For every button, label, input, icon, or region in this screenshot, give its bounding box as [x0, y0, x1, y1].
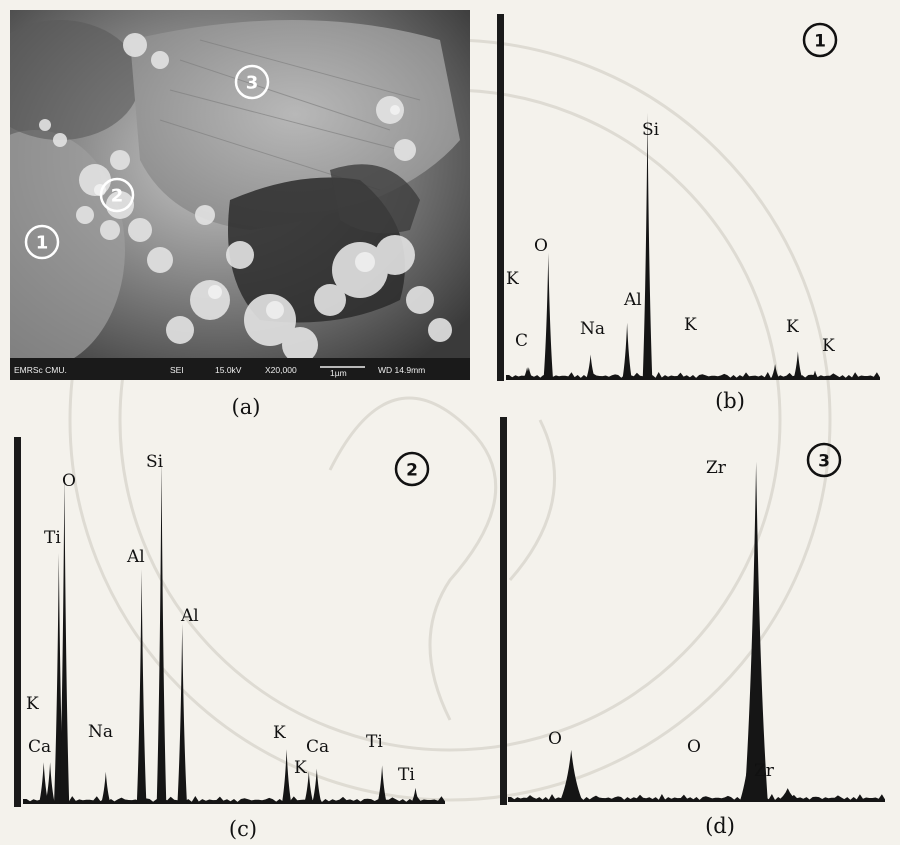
- spectrum-peak-al: [622, 322, 632, 380]
- svg-text:3: 3: [818, 452, 830, 472]
- spectrum-d-trace: [508, 461, 885, 802]
- caption-d: (d): [705, 814, 735, 838]
- peak-label-al: Al: [623, 290, 642, 310]
- sem-marker-1: 1: [24, 224, 60, 260]
- sem-magnification: X20,000: [265, 365, 297, 375]
- spectrum-peak-al: [136, 569, 147, 804]
- peak-label-k: K: [822, 336, 835, 356]
- peak-label-ti: Ti: [366, 732, 383, 752]
- spectrum-c-axis: [14, 437, 21, 807]
- spectrum-c-trace: [23, 459, 445, 804]
- spectrum-peak-si: [156, 459, 167, 804]
- sem-image-panel: EMRSc CMU. SEI 15.0kV X20,000 1µm WD 14.…: [10, 10, 470, 419]
- peak-label-si: Si: [146, 452, 164, 472]
- spectrum-baseline: [23, 796, 445, 804]
- spectrum-d-labels: O O Zr Zr: [548, 458, 775, 781]
- spectrum-b-trace: [506, 112, 880, 380]
- svg-text:1: 1: [36, 233, 49, 254]
- peak-label-k: K: [294, 758, 307, 778]
- sem-marker-2: 2: [99, 177, 135, 213]
- spectrum-peak-al: [177, 623, 187, 804]
- spectrum-peak-na: [101, 771, 111, 804]
- peak-label-k: K: [506, 269, 519, 289]
- spectrum-peak-ca: [312, 768, 322, 804]
- svg-text:3: 3: [246, 73, 259, 94]
- spectrum-peak-zr: [776, 788, 800, 802]
- spectrum-peak-k: [281, 749, 292, 804]
- spectrum-panel-b: K C O Na Al Si K K K 1 (b): [497, 14, 880, 413]
- peak-label-zr: Zr: [706, 458, 727, 478]
- caption-b: (b): [715, 389, 745, 413]
- svg-text:2: 2: [111, 186, 124, 207]
- spectrum-peak-k: [770, 364, 780, 380]
- caption-a: (a): [232, 395, 261, 419]
- spectrum-b-labels: K C O Na Al Si K K K: [506, 120, 835, 356]
- sem-mode: SEI: [170, 365, 184, 375]
- spectrum-peak-na: [585, 354, 596, 380]
- spectrum-b-axis: [497, 14, 504, 381]
- spectrum-peak-ti: [377, 765, 387, 804]
- sem-working-distance: WD 14.9mm: [378, 365, 425, 375]
- spectrum-peak-k: [38, 762, 49, 804]
- peak-label-o: O: [687, 737, 701, 757]
- peak-label-o: O: [62, 471, 76, 491]
- spectrum-peak-k: [522, 367, 532, 380]
- sem-voltage: 15.0kV: [215, 365, 242, 375]
- spectrum-b-marker: 1: [802, 22, 838, 58]
- peak-label-ca: Ca: [28, 737, 51, 757]
- spectrum-peak-k: [793, 351, 803, 380]
- spectrum-peak-o: [559, 749, 583, 802]
- peak-label-al: Al: [126, 547, 145, 567]
- spectrum-peak-o: [59, 475, 70, 804]
- sem-operator: EMRSc CMU.: [14, 365, 67, 375]
- peak-label-na: Na: [88, 722, 113, 742]
- spectrum-peak-si: [642, 112, 653, 380]
- svg-text:2: 2: [406, 461, 418, 481]
- peak-label-na: Na: [580, 319, 605, 339]
- spectrum-panel-d: O O Zr Zr 3 (d): [500, 417, 885, 838]
- peak-label-si: Si: [642, 120, 660, 140]
- spectrum-peak-k: [304, 771, 314, 804]
- sem-marker-3: 3: [234, 64, 270, 100]
- spectrum-peak-k: [810, 370, 820, 380]
- peak-label-ca: Ca: [306, 737, 329, 757]
- svg-text:1: 1: [814, 32, 826, 52]
- spectrum-peak-zr: [744, 461, 768, 802]
- spectrum-baseline: [506, 372, 880, 380]
- spectrum-peak-o: [543, 252, 554, 380]
- spectrum-d-axis: [500, 417, 507, 805]
- peak-label-k: K: [273, 723, 286, 743]
- peak-label-k: K: [26, 694, 39, 714]
- peak-label-ti: Ti: [398, 765, 415, 785]
- peak-label-c: C: [515, 331, 528, 351]
- sem-scale-label: 1µm: [330, 368, 347, 378]
- spectrum-peak-ca: [45, 762, 55, 804]
- spectrum-peak-ti: [410, 787, 421, 804]
- peak-label-al: Al: [180, 606, 199, 626]
- peak-label-o: O: [548, 729, 562, 749]
- spectrum-d-marker: 3: [806, 442, 842, 478]
- peak-label-k: K: [786, 317, 799, 337]
- sem-info-bar: [10, 358, 470, 380]
- sem-image-texture: [10, 20, 460, 370]
- peak-label-zr: Zr: [754, 761, 775, 781]
- peak-label-o: O: [534, 236, 548, 256]
- caption-c: (c): [229, 817, 257, 841]
- peak-label-k: K: [684, 315, 697, 335]
- spectrum-c-marker: 2: [394, 451, 430, 487]
- peak-label-ti: Ti: [44, 528, 61, 548]
